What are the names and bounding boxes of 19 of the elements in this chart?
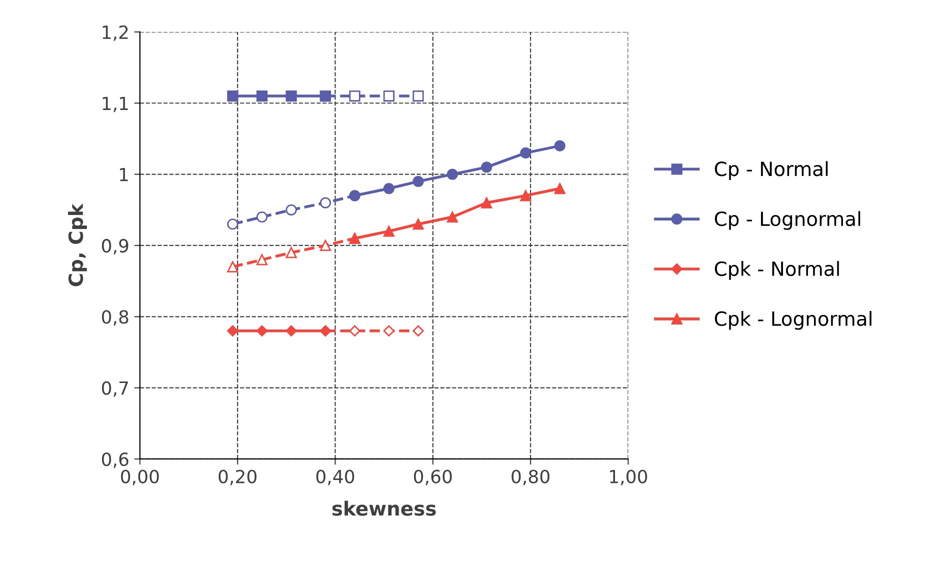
- x-tick-label: 0,80: [512, 470, 550, 486]
- legend-label: Cp - Lognormal: [714, 211, 860, 230]
- legend-label: Cp - Normal: [714, 161, 828, 180]
- y-tick-label: 0,9: [102, 238, 128, 254]
- y-axis-title: Cp, Cpk: [68, 203, 87, 286]
- y-tick-label: 1: [120, 168, 128, 182]
- x-tick-label: 0,60: [414, 470, 452, 486]
- x-tick-label: 0,20: [218, 470, 256, 486]
- x-tick-label: 0,00: [121, 470, 159, 486]
- legend-label: Cpk - Normal: [714, 261, 839, 280]
- x-axis-title: skewness: [332, 500, 436, 516]
- y-tick-label: 0,7: [102, 381, 128, 397]
- x-tick-label: 0,40: [316, 470, 354, 486]
- y-tick-label: 1,2: [102, 25, 128, 41]
- legend-label: Cpk - Lognormal: [714, 310, 872, 330]
- x-tick-label: 1,00: [610, 470, 648, 486]
- y-tick-label: 0,6: [102, 452, 128, 468]
- y-tick-label: 1,1: [102, 96, 128, 112]
- y-tick-label: 0,8: [102, 310, 128, 326]
